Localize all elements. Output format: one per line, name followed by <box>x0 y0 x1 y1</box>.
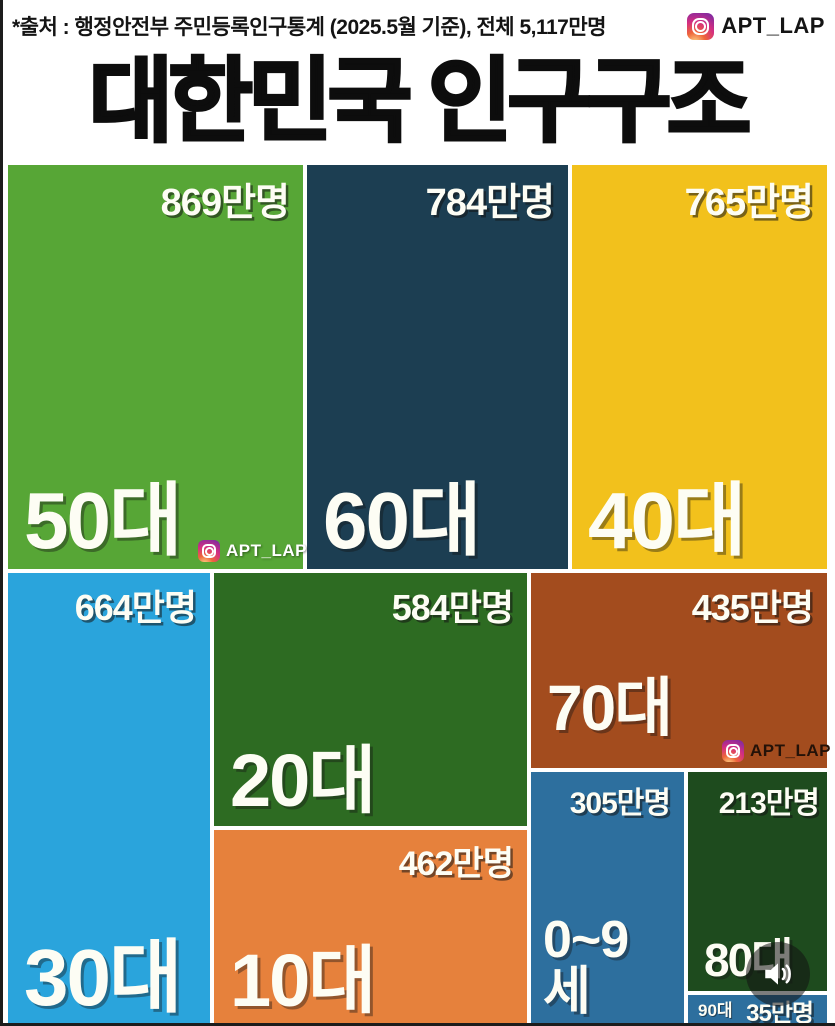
treemap-block-90s: 90대 35만명 <box>688 995 827 1026</box>
source-bar: *출처 : 행정안전부 주민등록인구통계 (2025.5월 기준), 전체 5,… <box>12 8 825 44</box>
screen-edge-left <box>0 0 3 1026</box>
value-label: 213만명 <box>718 787 820 820</box>
value-label: 305만명 <box>569 787 671 820</box>
sound-toggle-button[interactable] <box>746 942 810 1006</box>
value-label: 869만명 <box>160 182 290 224</box>
value-label: 462만명 <box>398 845 514 883</box>
value-label: 664만명 <box>74 587 197 628</box>
treemap-block-70s: 435만명 70대 <box>531 573 827 768</box>
treemap-block-30s: 664만명 30대 <box>8 573 210 1026</box>
instagram-icon <box>722 740 744 762</box>
value-label: 435만명 <box>691 587 814 628</box>
age-label: 60대 <box>323 476 482 565</box>
age-label: 30대 <box>24 933 183 1022</box>
treemap-block-50s: 869만명 50대 <box>8 165 303 569</box>
instagram-handle: APT_LAP <box>750 741 831 760</box>
screen-edge-bottom <box>0 1023 835 1026</box>
treemap-block-10s: 462만명 10대 <box>214 830 527 1026</box>
value-label: 784만명 <box>425 182 555 224</box>
age-label: 40대 <box>588 476 747 565</box>
speaker-icon <box>761 957 795 991</box>
instagram-icon <box>687 12 715 40</box>
age-label: 10대 <box>230 939 376 1022</box>
instagram-handle: APT_LAP <box>721 13 825 38</box>
treemap-block-40s: 765만명 40대 <box>572 165 827 569</box>
treemap-block-60s: 784만명 60대 <box>307 165 568 569</box>
value-label: 765만명 <box>684 182 814 224</box>
treemap-block-0-9: 305만명 0~9세 <box>531 772 684 1026</box>
page-title: 대한민국 인구구조 <box>87 51 753 153</box>
instagram-badge[interactable]: APT_LAP <box>687 12 825 40</box>
treemap-block-20s: 584만명 20대 <box>214 573 527 826</box>
age-label: 90대 <box>698 1001 733 1020</box>
instagram-handle: APT_LAP <box>226 541 307 560</box>
source-text: *출처 : 행정안전부 주민등록인구통계 (2025.5월 기준), 전체 5,… <box>12 16 607 39</box>
age-label: 0~9세 <box>543 911 629 1021</box>
instagram-icon <box>198 540 220 562</box>
instagram-watermark: APT_LAP <box>722 740 831 762</box>
instagram-watermark: APT_LAP <box>198 540 307 562</box>
age-label: 50대 <box>24 476 183 565</box>
age-label: 70대 <box>547 672 673 744</box>
value-label: 584만명 <box>391 587 514 628</box>
age-label: 20대 <box>230 739 376 822</box>
